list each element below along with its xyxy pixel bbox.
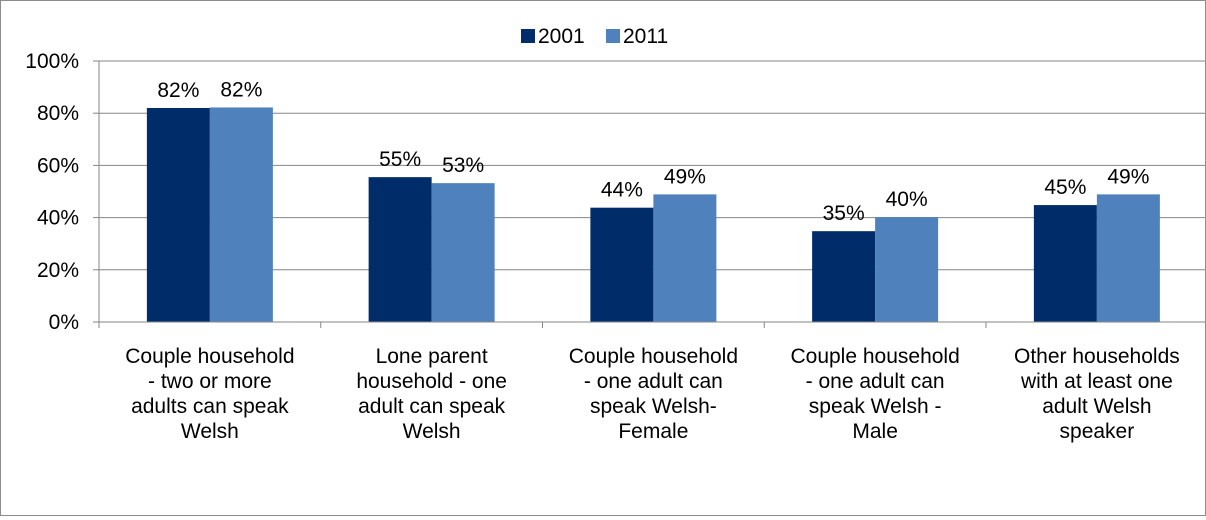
bar-2011 — [209, 107, 273, 322]
x-category-label-line: Couple household — [790, 345, 959, 368]
bar-2001 — [1033, 205, 1097, 322]
y-tick-label: 0% — [49, 311, 79, 334]
x-category-label: Other households with at least one adult W… — [1014, 345, 1180, 443]
bar-2001 — [146, 107, 210, 322]
x-category-label-line: Couple household — [569, 345, 738, 368]
bar-2011 — [875, 217, 939, 322]
data-label: 40% — [886, 188, 928, 211]
bar-2011 — [431, 183, 495, 322]
y-tick-label: 80% — [37, 102, 79, 125]
y-tick-label: 100% — [25, 50, 79, 73]
bar-2011 — [1096, 194, 1160, 322]
legend-swatch-2011 — [606, 29, 620, 43]
x-category-label-line: Lone parent — [376, 345, 488, 368]
data-label: 45% — [1044, 176, 1086, 199]
data-label: 82% — [220, 78, 262, 101]
bar-2001 — [590, 207, 654, 322]
x-category-label-line: - one adult can — [584, 370, 723, 393]
x-category-label-line: Other households — [1014, 345, 1180, 368]
x-category-label-line: Male — [852, 420, 898, 443]
bar-2001 — [812, 231, 876, 322]
x-category-label-line: speak Welsh - — [809, 395, 942, 418]
bar-2001 — [368, 177, 432, 322]
data-label: 53% — [442, 154, 484, 177]
x-category-label: Lone parent household - one adult can spea… — [356, 345, 507, 443]
legend-label-2011: 2011 — [623, 25, 668, 48]
legend-swatch-2001 — [521, 29, 535, 43]
legend: 2001 2011 — [521, 25, 668, 48]
data-label: 49% — [1107, 165, 1149, 188]
x-category-label-line: adult can speak — [358, 395, 506, 418]
legend-label-2001: 2001 — [538, 25, 585, 48]
x-category-label: Couple household - one adult can speak Wel… — [790, 345, 959, 443]
x-category-label-line: Couple household — [125, 345, 294, 368]
data-label: 44% — [601, 179, 643, 202]
x-category-label: Couple household - two or more adults can … — [125, 345, 294, 443]
y-tick-label: 60% — [37, 154, 79, 177]
x-category-label-line: Welsh — [181, 420, 239, 443]
x-category-label-line: Welsh — [403, 420, 461, 443]
x-category-label: Couple household - one adult can speak Wel… — [569, 345, 738, 443]
y-tick-label: 20% — [37, 259, 79, 282]
x-category-label-line: speaker — [1060, 420, 1135, 443]
x-category-label-line: with at least one — [1020, 370, 1173, 393]
axes: 0%20%40%60%80%100%Couple household - two … — [25, 50, 1205, 443]
x-category-label-line: adults can speak — [131, 395, 289, 418]
bars — [146, 107, 1160, 322]
x-category-label-line: adult Welsh — [1042, 395, 1151, 418]
data-label: 35% — [823, 202, 865, 225]
x-category-label-line: household - one — [356, 370, 507, 393]
x-category-label-line: speak Welsh- — [590, 395, 717, 418]
data-label: 82% — [157, 79, 199, 102]
x-category-label-line: - two or more — [148, 370, 272, 393]
data-label: 49% — [664, 165, 706, 188]
y-tick-label: 40% — [37, 207, 79, 230]
data-label: 55% — [379, 148, 421, 171]
data-labels: 82% 82% 55% 53% 44% 49% 35% 40% 45% 49% — [157, 78, 1149, 225]
x-category-label-line: Female — [618, 420, 688, 443]
bar-2011 — [653, 194, 717, 322]
gridlines — [99, 60, 1205, 271]
x-category-label-line: - one adult can — [806, 370, 945, 393]
